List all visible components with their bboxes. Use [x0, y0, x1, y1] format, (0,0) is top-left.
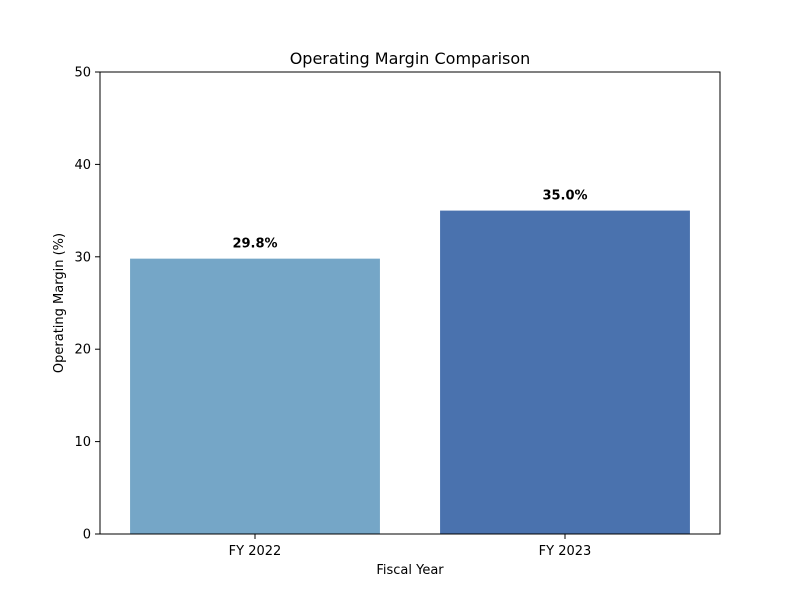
y-axis: 0 10 20 30 40 50 — [74, 66, 100, 543]
plot-area: 29.8% 35.0% 0 10 20 30 40 50 FY 2022 FY 2023 — [74, 66, 721, 559]
x-tick-label: FY 2023 — [539, 544, 592, 559]
y-tick-label: 0 — [83, 528, 91, 543]
y-tick-label: 40 — [74, 158, 91, 173]
x-axis: FY 2022 FY 2023 — [229, 534, 592, 559]
x-tick-label: FY 2022 — [229, 544, 282, 559]
bars-group: 29.8% 35.0% — [130, 189, 690, 534]
x-axis-label: Fiscal Year — [376, 563, 444, 578]
y-tick-label: 20 — [74, 343, 91, 358]
chart-title: Operating Margin Comparison — [290, 49, 531, 68]
bar-fy-2022 — [130, 258, 380, 534]
y-axis-label: Operating Margin (%) — [52, 233, 67, 373]
y-tick-label: 30 — [74, 250, 91, 265]
bar-value-label: 29.8% — [232, 237, 277, 252]
plot-frame — [99, 71, 721, 535]
y-tick-label: 10 — [74, 435, 91, 450]
bar-value-label: 35.0% — [542, 189, 587, 204]
y-tick-label: 50 — [74, 66, 91, 81]
bar-fy-2023 — [440, 210, 690, 534]
